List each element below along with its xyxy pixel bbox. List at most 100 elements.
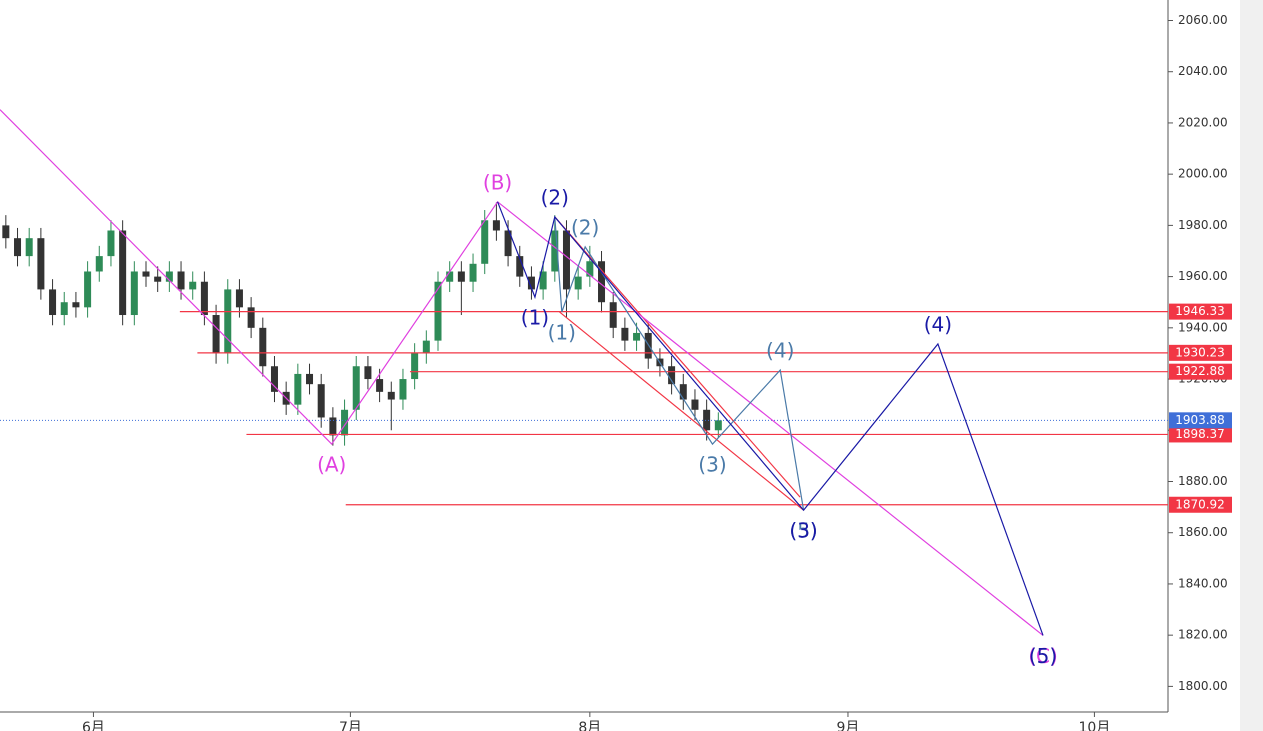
- wave-label: (3): [698, 453, 726, 477]
- candle-body: [376, 379, 384, 392]
- candle-body: [691, 399, 699, 410]
- x-tick-label: 7月: [339, 720, 362, 731]
- candle-body: [165, 271, 173, 282]
- candle-body: [457, 271, 465, 282]
- wave-line: [497, 201, 1044, 636]
- price-level-badge: [1169, 303, 1232, 320]
- candle-body: [107, 230, 115, 257]
- candle-body: [422, 340, 430, 354]
- candle-body: [329, 417, 337, 436]
- y-tick-label: 1880.00: [1178, 474, 1228, 488]
- candle-body: [270, 366, 278, 392]
- y-tick-label: 1800.00: [1178, 679, 1228, 693]
- candle-body: [609, 302, 617, 328]
- candle-body: [49, 289, 57, 316]
- candle-body: [527, 276, 535, 290]
- scrollbar: [1240, 0, 1263, 731]
- wave-label: (5): [789, 519, 817, 543]
- price-level-label: 1946.33: [1175, 304, 1225, 318]
- y-tick-label: 1940.00: [1178, 320, 1228, 334]
- candle-body: [224, 289, 232, 354]
- candle-body: [516, 256, 524, 277]
- candle-body: [259, 327, 267, 367]
- wave-label: (1): [521, 306, 549, 330]
- wave-label: (B): [483, 170, 512, 194]
- x-tick-label: 8月: [578, 720, 601, 731]
- price-level-badge: [1169, 363, 1232, 380]
- candle-body: [25, 238, 33, 257]
- y-tick-label: 2060.00: [1178, 13, 1228, 27]
- price-level-label: 1898.37: [1175, 427, 1225, 441]
- candle-body: [644, 332, 652, 359]
- candle-body: [200, 281, 208, 316]
- candle-body: [317, 384, 325, 418]
- candle-body: [714, 420, 722, 431]
- last-price-badge: [1169, 412, 1232, 429]
- candle-body: [469, 263, 477, 282]
- y-tick-label: 2000.00: [1178, 167, 1228, 181]
- candle-body: [574, 276, 582, 290]
- candle-body: [212, 315, 220, 354]
- wave-label: (4): [766, 339, 794, 363]
- wave-label: (A): [317, 453, 346, 477]
- price-level-label: 1922.88: [1175, 364, 1225, 378]
- price-level-badge: [1169, 496, 1232, 513]
- candle-body: [551, 230, 559, 272]
- wave-line: [554, 216, 805, 511]
- candle-body: [37, 238, 45, 290]
- x-tick-label: 10月: [1079, 720, 1111, 731]
- x-tick-label: 9月: [837, 720, 860, 731]
- candle-body: [411, 353, 419, 380]
- candle-body: [14, 238, 22, 257]
- wave-label: (5): [1029, 644, 1057, 668]
- candle-body: [703, 409, 711, 431]
- price-level-label: 1870.92: [1175, 497, 1225, 511]
- y-tick-label: 2020.00: [1178, 115, 1228, 129]
- candle-body: [539, 271, 547, 290]
- x-tick-label: 6月: [82, 720, 105, 731]
- candle-body: [247, 307, 255, 328]
- candle-body: [142, 271, 150, 277]
- candle-body: [306, 373, 314, 385]
- candle-body: [399, 379, 407, 400]
- y-tick-label: 1980.00: [1178, 218, 1228, 232]
- candle-body: [364, 366, 372, 380]
- candle-body: [481, 220, 489, 264]
- candle-body: [387, 391, 395, 400]
- candle-body: [352, 366, 360, 410]
- candle-body: [446, 271, 454, 282]
- channel-line: [554, 216, 801, 498]
- candle-body: [2, 225, 10, 239]
- candle-body: [679, 384, 687, 400]
- candle-body: [189, 281, 197, 290]
- channel-line: [559, 311, 804, 511]
- candle-body: [235, 289, 243, 308]
- price-level-badge: [1169, 426, 1232, 443]
- candle-body: [341, 409, 349, 436]
- candle-body: [84, 271, 92, 308]
- candle-body: [504, 230, 512, 257]
- candle-body: [119, 230, 127, 316]
- candle-body: [492, 220, 500, 231]
- candle-body: [72, 302, 80, 308]
- candle-body: [598, 261, 606, 303]
- candle-body: [668, 366, 676, 385]
- price-level-label: 1930.23: [1175, 345, 1225, 359]
- y-tick-label: 1960.00: [1178, 269, 1228, 283]
- candle-body: [294, 373, 302, 405]
- wave-line: [0, 109, 1044, 636]
- y-tick-label: 1820.00: [1178, 628, 1228, 642]
- wave-label: (1): [548, 320, 576, 344]
- candle-body: [130, 271, 138, 316]
- candle-body: [633, 332, 641, 341]
- candle-body: [621, 327, 629, 341]
- y-tick-label: 1860.00: [1178, 525, 1228, 539]
- candle-body: [154, 276, 162, 282]
- price-level-badge: [1169, 344, 1232, 361]
- wave-label: (3): [789, 519, 817, 543]
- y-tick-label: 1840.00: [1178, 576, 1228, 590]
- y-tick-label: 2040.00: [1178, 64, 1228, 78]
- candle-body: [95, 256, 103, 272]
- candle-body: [586, 261, 594, 277]
